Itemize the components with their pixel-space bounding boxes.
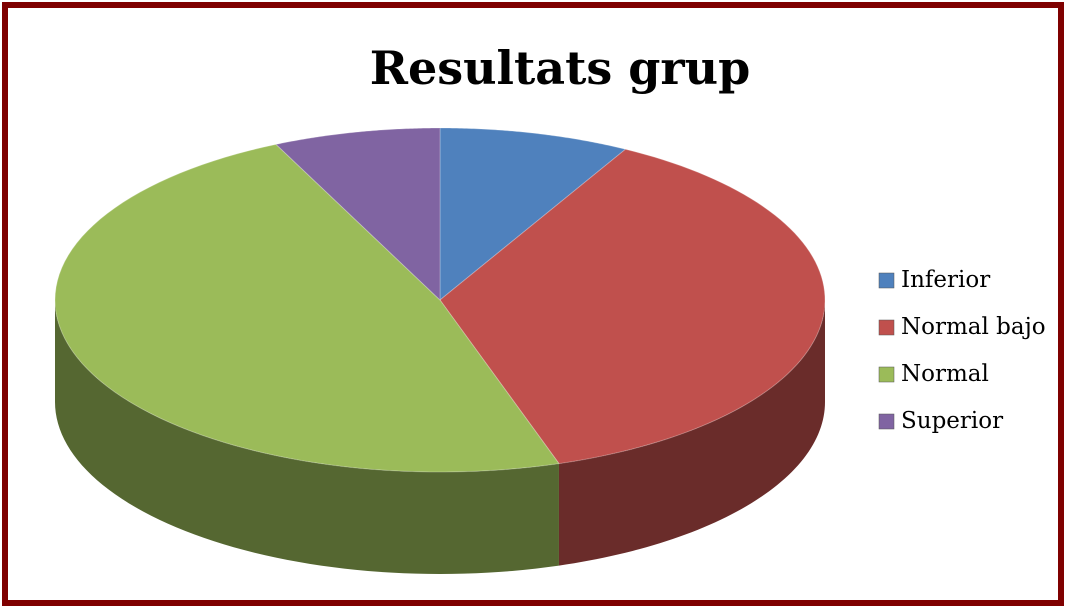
legend-label: Normal xyxy=(901,361,989,387)
legend-swatch xyxy=(878,272,895,289)
legend-swatch xyxy=(878,366,895,383)
pie-slice xyxy=(275,127,441,302)
pie-slice xyxy=(439,148,826,465)
legend-swatch xyxy=(878,319,895,336)
legend-label: Normal bajo xyxy=(901,314,1046,340)
legend-label: Superior xyxy=(901,408,1003,434)
pie xyxy=(54,127,826,574)
legend-swatch xyxy=(878,413,895,430)
chart-title: Resultats grup xyxy=(370,41,751,95)
pie-side xyxy=(558,300,825,566)
legend: Inferior Normal bajo Normal Superior xyxy=(878,267,1046,434)
legend-label: Inferior xyxy=(901,267,990,293)
pie-slice xyxy=(54,143,560,473)
pie-slice xyxy=(439,127,627,302)
pie-side xyxy=(55,300,559,574)
